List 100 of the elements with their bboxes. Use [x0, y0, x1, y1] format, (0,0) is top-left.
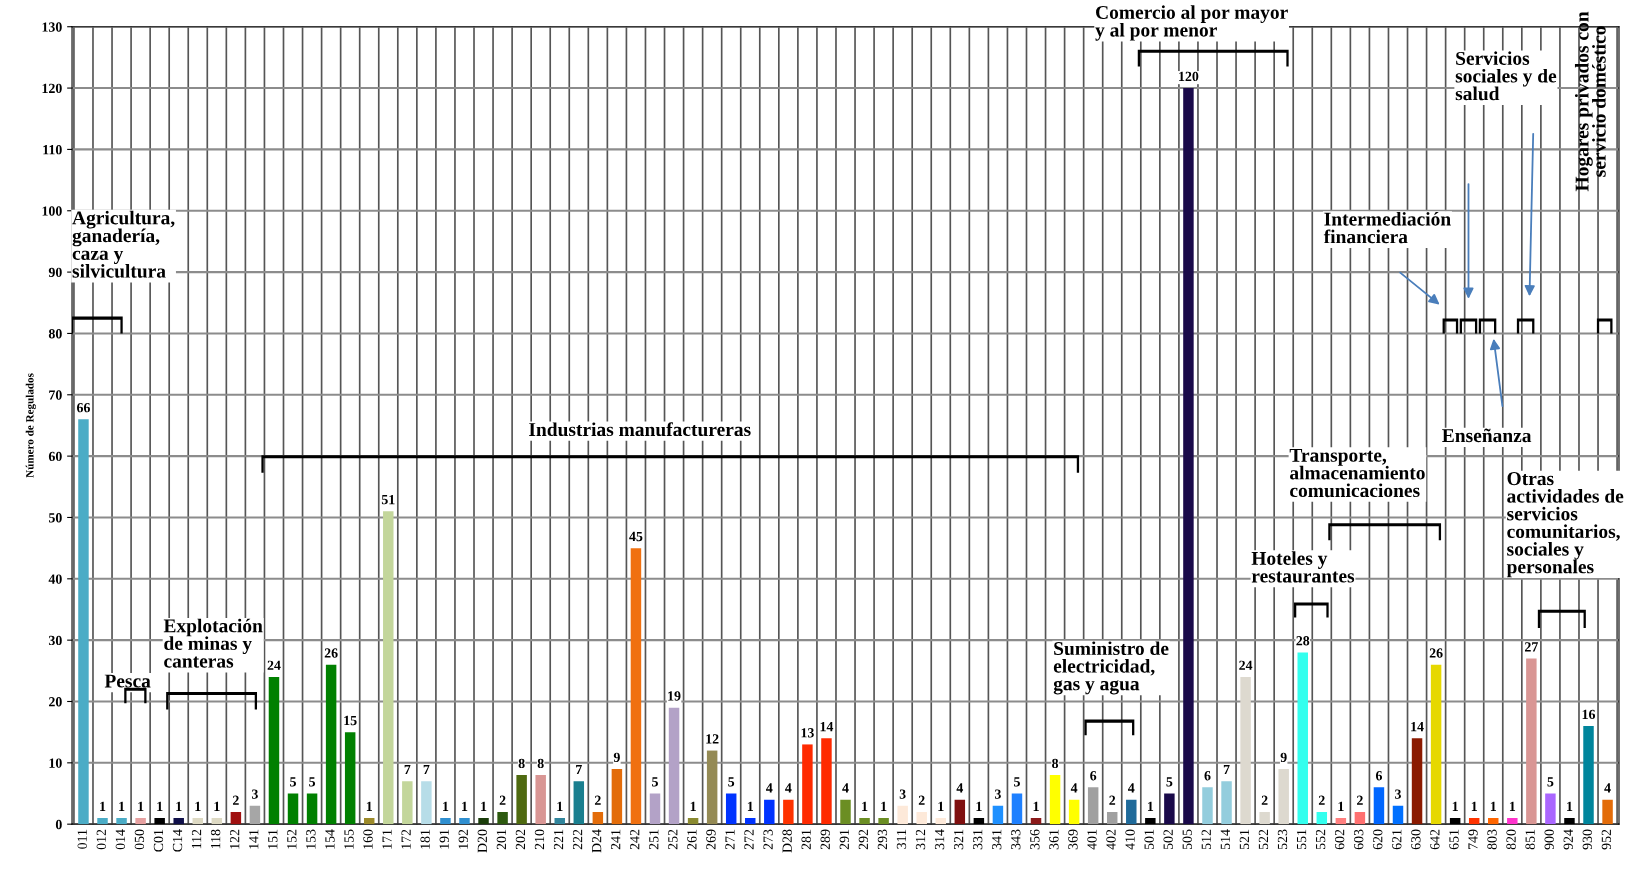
bar: [1221, 781, 1232, 825]
data-label: 24: [1239, 660, 1253, 670]
bar: [459, 818, 470, 825]
data-label: 7: [1223, 765, 1230, 775]
x-tick-label: 291: [839, 829, 849, 850]
x-tick-label: 153: [306, 829, 316, 849]
bar: [668, 707, 680, 825]
x-tick-label: 192: [458, 829, 468, 849]
data-label: 6: [1204, 771, 1211, 781]
y-tick-label: 40: [48, 574, 62, 584]
x-tick-label: 201: [496, 829, 507, 850]
data-label: 1: [481, 801, 487, 811]
data-label: 16: [1582, 709, 1596, 720]
bar: [1126, 799, 1137, 825]
data-label: 6: [1090, 771, 1097, 781]
bar: [573, 781, 585, 825]
data-label: 1: [1147, 801, 1154, 811]
bar: [821, 738, 832, 825]
data-label: 2: [232, 795, 239, 805]
x-tick-label: 803: [1487, 829, 1497, 850]
bar: [878, 818, 889, 825]
annotation: Comercio al por mayor y al por menor: [1095, 5, 1288, 41]
data-label: 5: [652, 777, 658, 787]
bar: [287, 793, 299, 825]
data-label: 2: [1261, 795, 1268, 805]
x-tick-label: 271: [725, 829, 735, 850]
x-tick-label: 269: [706, 829, 716, 850]
x-tick-label: 552: [1315, 829, 1326, 850]
x-tick-label: D20: [477, 829, 488, 853]
x-tick-label: 522: [1258, 829, 1269, 850]
bar: [135, 818, 146, 825]
y-tick-label: 50: [48, 513, 62, 523]
data-label: 3: [1395, 789, 1401, 799]
x-tick-label: D24: [591, 829, 602, 853]
x-tick-label: 242: [630, 829, 640, 850]
data-label: 5: [290, 777, 296, 787]
x-tick-label: 289: [820, 829, 830, 850]
y-tick-label: 30: [48, 635, 62, 646]
bar: [516, 775, 527, 825]
data-label: 1: [1567, 801, 1573, 811]
x-tick-label: D28: [782, 829, 792, 853]
bar: [1164, 793, 1175, 825]
x-tick-label: 241: [611, 829, 621, 850]
x-tick-label: 952: [1601, 829, 1612, 850]
data-label: 120: [1179, 71, 1199, 82]
data-label: 27: [1525, 642, 1538, 652]
bar: [916, 811, 927, 825]
bar: [535, 775, 546, 825]
x-tick-label: 311: [896, 829, 907, 849]
bar: [992, 805, 1004, 825]
data-label: 7: [576, 765, 582, 775]
data-label: 51: [381, 495, 395, 505]
data-label: 5: [1166, 777, 1173, 787]
data-label: 4: [842, 783, 849, 793]
x-tick-label: 181: [420, 829, 430, 849]
data-label: 14: [820, 722, 834, 732]
y-tick-label: 10: [49, 758, 62, 768]
bar: [1278, 768, 1289, 825]
x-tick-label: 851: [1525, 829, 1535, 850]
data-label: 26: [324, 648, 338, 658]
annotation: Suministro de electricidad, gas y agua: [1053, 641, 1169, 695]
x-tick-label: 152: [287, 829, 297, 849]
x-tick-label: 122: [230, 829, 240, 849]
data-label: 15: [344, 715, 357, 726]
annotation: Hogares privados con servicio doméstico: [1574, 11, 1606, 192]
bar: [802, 744, 813, 825]
x-tick-label: 273: [763, 829, 773, 850]
bar: [783, 799, 794, 825]
y-tick-label: 80: [48, 329, 62, 339]
x-tick-label: 272: [744, 829, 754, 850]
y-tick-label: 20: [49, 697, 62, 707]
annotation: Intermediación financiera: [1323, 211, 1451, 244]
data-label: 2: [1318, 795, 1325, 805]
x-tick-label: 292: [858, 829, 869, 850]
data-label: 8: [518, 758, 525, 769]
data-label: 14: [1411, 722, 1424, 732]
data-label: 28: [1296, 636, 1310, 646]
annotation: Servicios sociales y de salud: [1455, 51, 1557, 101]
bar: [1068, 799, 1080, 825]
y-tick-label: 130: [42, 22, 62, 32]
x-tick-label: 012: [96, 829, 106, 850]
bar: [1030, 818, 1042, 825]
data-label: 2: [594, 795, 601, 805]
data-label: 5: [1014, 777, 1020, 787]
data-label: 4: [956, 783, 964, 793]
data-label: 1: [462, 801, 468, 811]
x-tick-label: 314: [934, 829, 945, 850]
data-label: 66: [76, 403, 90, 413]
bar: [859, 818, 870, 825]
data-label: 4: [785, 783, 792, 793]
bar: [306, 793, 318, 825]
bar: [687, 818, 699, 825]
bar: [1507, 818, 1518, 825]
bar: [1354, 811, 1366, 825]
data-label: 1: [443, 801, 449, 811]
bar: [840, 799, 851, 825]
data-label: 1: [157, 801, 163, 811]
data-label: 1: [195, 801, 201, 811]
bar: [1183, 88, 1194, 825]
data-label: 1: [1033, 801, 1039, 811]
